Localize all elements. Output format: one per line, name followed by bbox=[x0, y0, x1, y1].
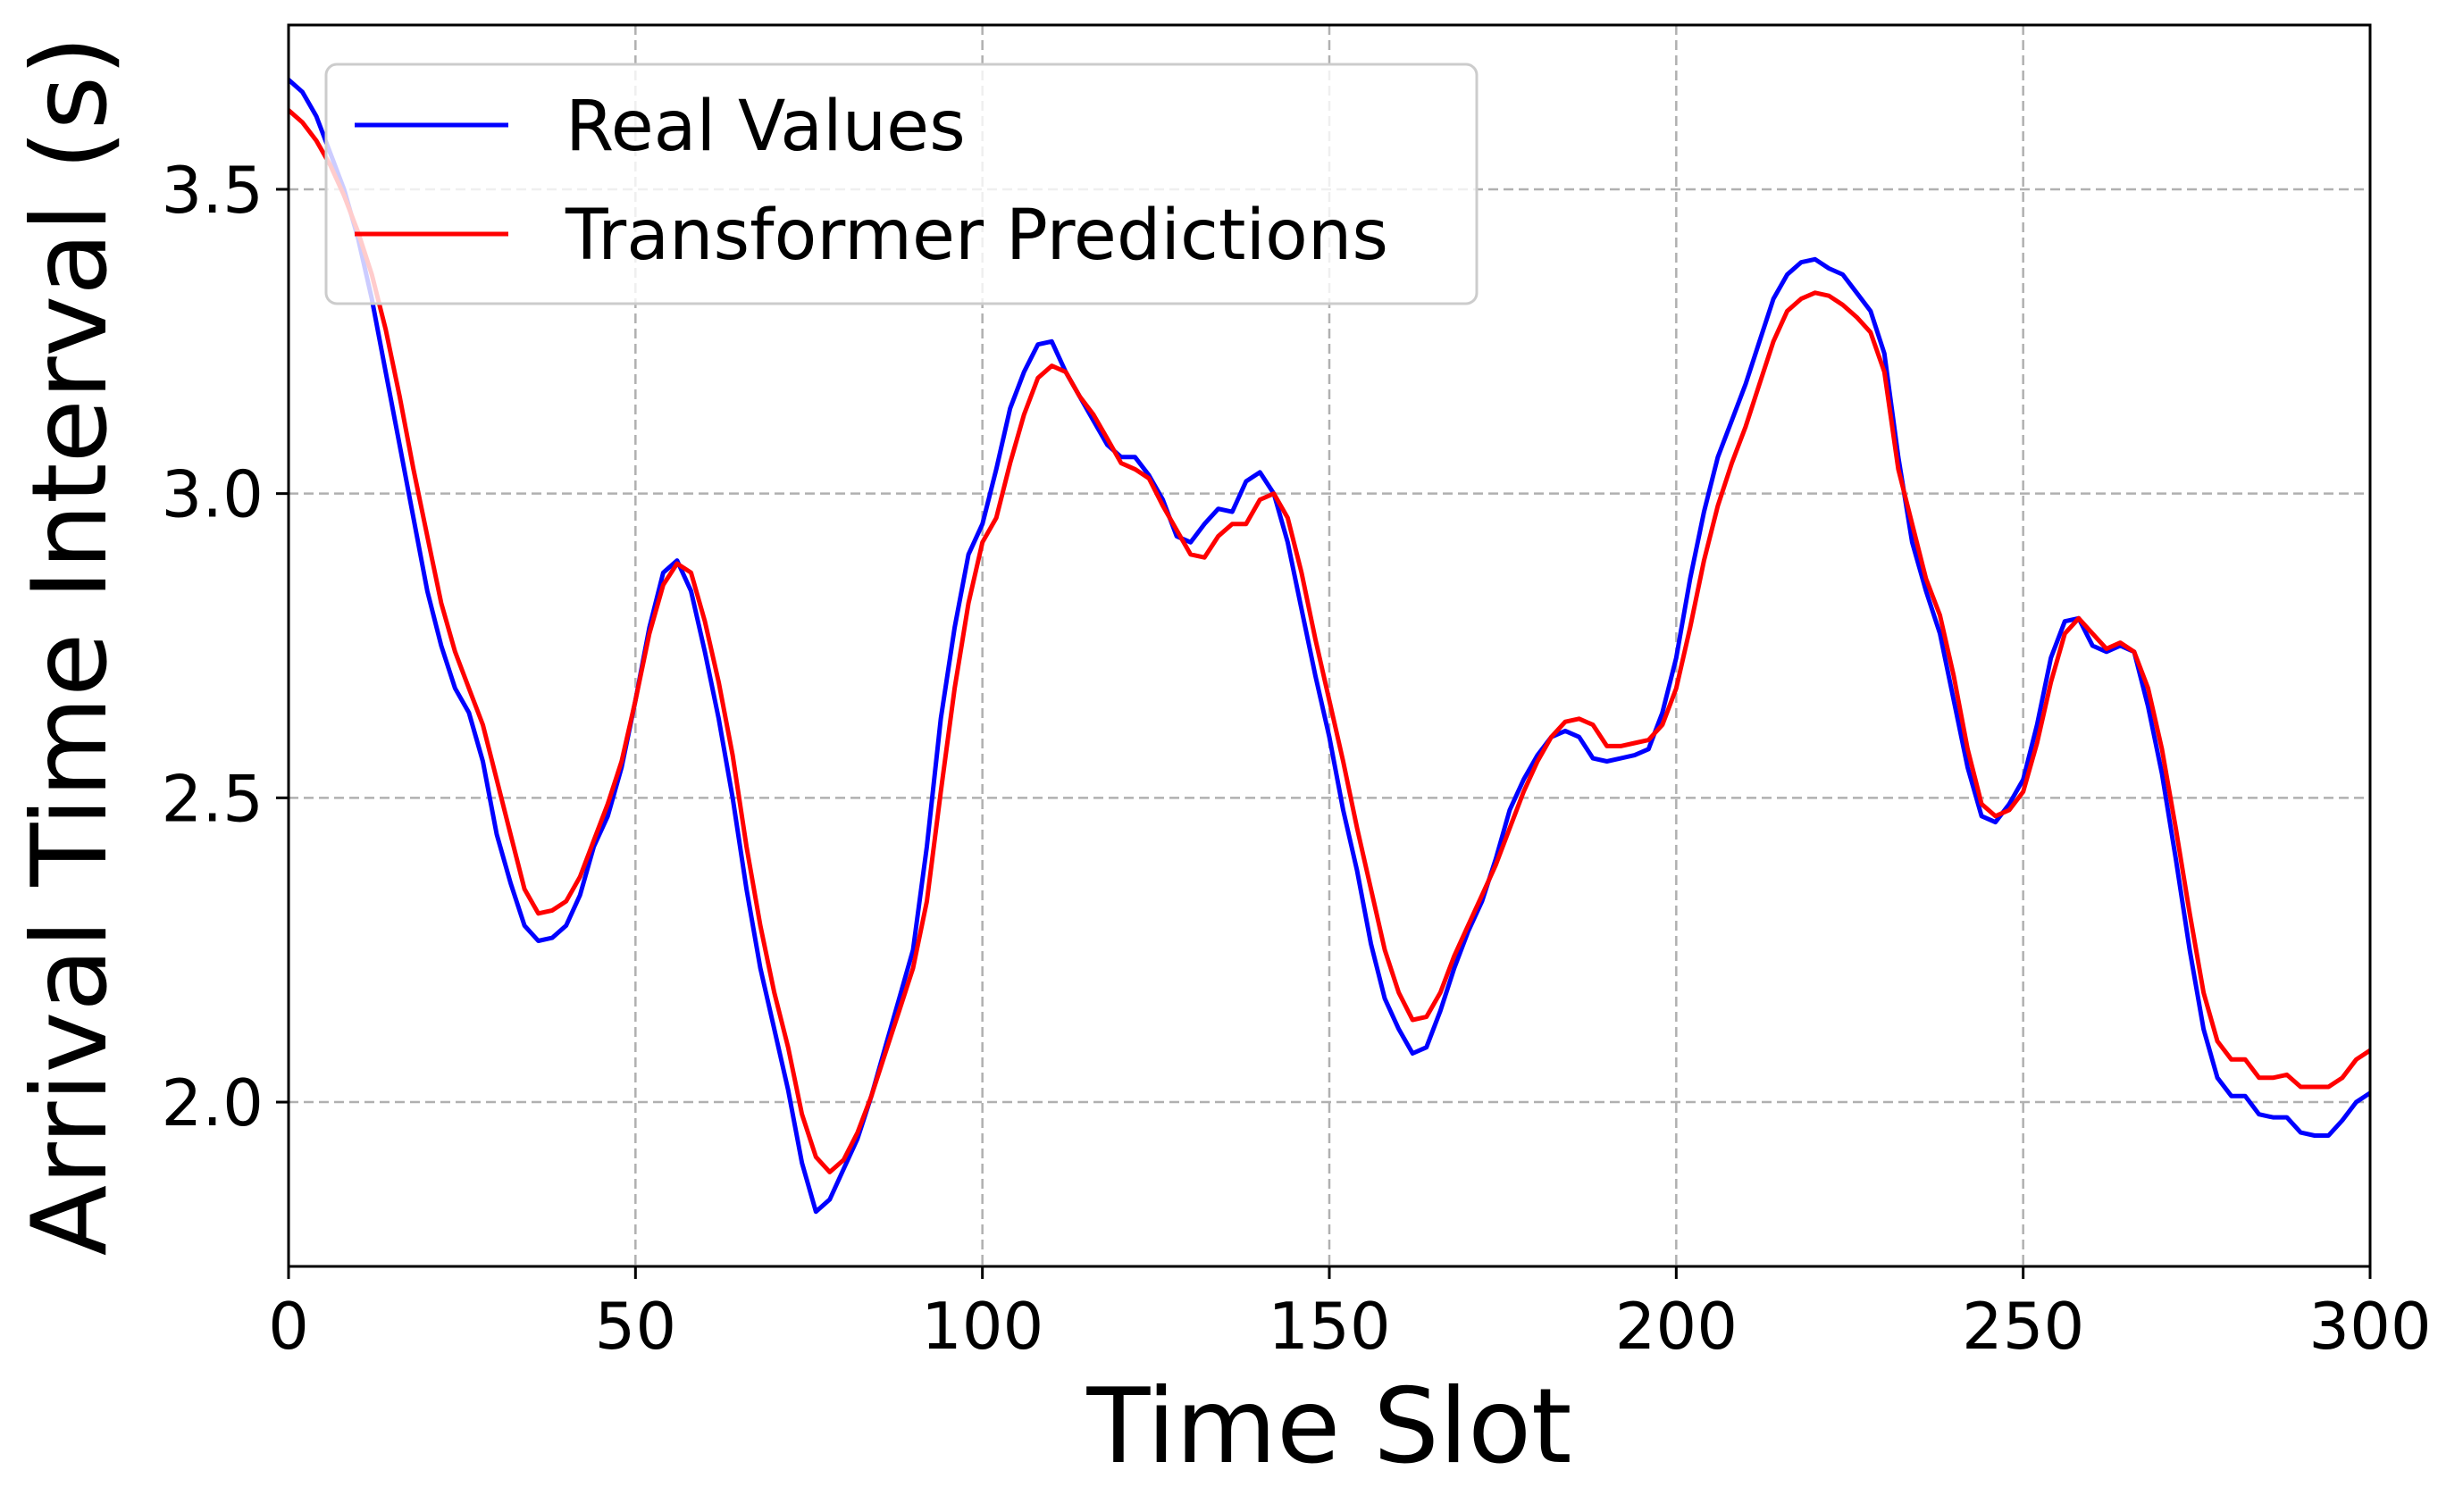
x-axis-ticks: 0 50 100 150 200 250 300 bbox=[268, 1266, 2432, 1364]
y-tick-label: 3.0 bbox=[161, 457, 264, 532]
x-axis-title: Time Slot bbox=[1085, 1366, 1571, 1487]
x-tick-label: 300 bbox=[2308, 1289, 2431, 1364]
x-tick-label: 250 bbox=[1962, 1289, 2084, 1364]
y-axis-title: Arrival Time Interval (s) bbox=[10, 36, 130, 1257]
legend-box bbox=[324, 63, 1479, 305]
legend-label-real-values: Real Values bbox=[565, 87, 966, 167]
plot-area-lines bbox=[289, 77, 2370, 1215]
y-axis-ticks: 2.0 2.5 3.0 3.5 bbox=[161, 153, 289, 1140]
legend-label-transformer-predictions: Transformer Predictions bbox=[565, 196, 1388, 276]
x-tick-label: 50 bbox=[595, 1289, 677, 1364]
x-tick-label: 200 bbox=[1615, 1289, 1738, 1364]
y-tick-label: 2.5 bbox=[161, 761, 264, 836]
y-tick-label: 3.5 bbox=[161, 153, 264, 228]
x-tick-label: 0 bbox=[268, 1289, 309, 1364]
x-tick-label: 150 bbox=[1268, 1289, 1390, 1364]
legend: Real Values Transformer Predictions bbox=[324, 63, 1479, 305]
x-tick-label: 100 bbox=[921, 1289, 1043, 1364]
series-line-transformer-predictions bbox=[289, 107, 2370, 1174]
y-tick-label: 2.0 bbox=[161, 1065, 264, 1140]
